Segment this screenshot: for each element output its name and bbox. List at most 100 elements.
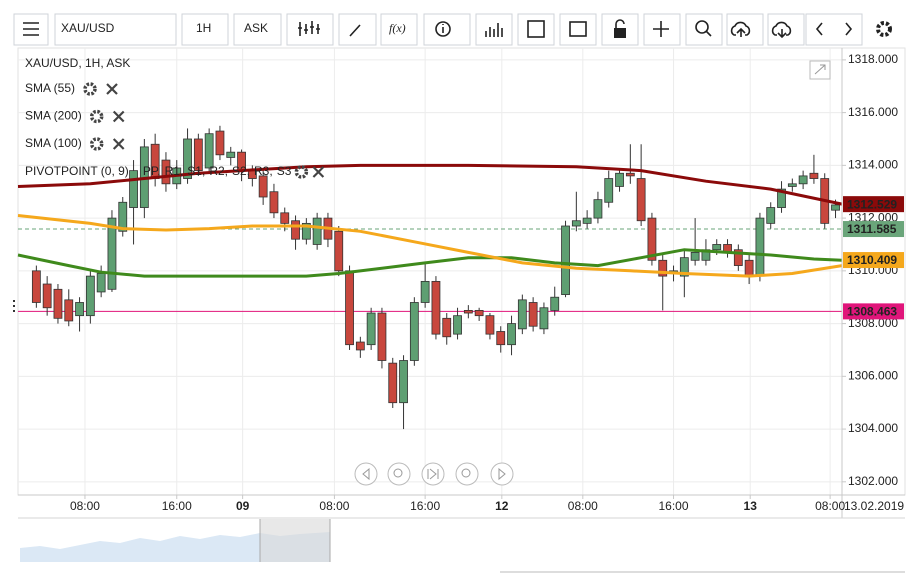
candle-body: [755, 217, 765, 277]
candle-body: [96, 273, 106, 293]
symbol-input[interactable]: [54, 13, 177, 46]
price-tag-label: 1312.529: [847, 197, 897, 211]
navigator-window[interactable]: [260, 519, 330, 562]
navigation-buttons: [354, 462, 514, 486]
settings-icon[interactable]: [89, 137, 104, 151]
candle-body: [528, 302, 538, 327]
timeframe: 1H: [196, 21, 211, 35]
candle-body: [107, 217, 117, 290]
expand-icon: [814, 64, 826, 75]
download-button[interactable]: [767, 13, 805, 46]
chart-type-button[interactable]: [286, 13, 334, 46]
candle-body: [647, 217, 657, 261]
price-tag: [843, 196, 904, 213]
info-button[interactable]: [423, 13, 471, 46]
candle-body: [409, 302, 419, 361]
candle-body: [366, 312, 376, 346]
nav-forward[interactable]: [490, 462, 514, 486]
indicator-button[interactable]: [380, 13, 418, 46]
candle-body: [420, 280, 430, 303]
calendar-button[interactable]: [517, 13, 555, 46]
price-tag: [843, 221, 904, 238]
remove-icon[interactable]: [106, 83, 118, 95]
candle-body: [345, 270, 354, 346]
legend: XAU/USD, 1H, ASK SMA (55) SMA (200) SMA (1…: [25, 56, 325, 179]
pen-icon: [349, 24, 361, 37]
nav-forward-icon: [498, 467, 506, 481]
candle-body: [777, 188, 786, 208]
nav-zoom-out-icon: [393, 468, 403, 478]
candle-body: [215, 130, 225, 156]
scroll-arrows: [815, 22, 853, 36]
nav-zoom-out[interactable]: [387, 462, 411, 486]
candle-body: [474, 309, 484, 317]
nav-back[interactable]: [354, 462, 378, 486]
nav-reset-icon: [427, 468, 439, 480]
price-tag-label: 1308.463: [847, 305, 897, 319]
remove-icon[interactable]: [312, 166, 325, 178]
legend-entry: PIVOTPOINT (0, 9): [25, 164, 129, 178]
calendar-icon: [527, 20, 545, 38]
timeframe-button[interactable]: [181, 13, 229, 46]
candle-body: [571, 220, 581, 227]
candle-body: [399, 360, 408, 404]
candle-body: [539, 307, 549, 330]
candle-body: [636, 178, 646, 222]
candle-body: [442, 317, 452, 338]
plot-area: [17, 48, 843, 495]
nav-zoom-in[interactable]: [455, 462, 479, 486]
side-button[interactable]: [233, 13, 282, 46]
legend-entry: SMA (200): [25, 109, 82, 123]
x-tick-label: 08:00: [319, 499, 349, 513]
news-button[interactable]: [559, 13, 597, 46]
legend-entry: SMA (100): [25, 136, 82, 150]
lock-shackle: [615, 19, 625, 28]
x-tick-label: 12: [495, 499, 509, 513]
x-tick-label: 16:00: [162, 499, 192, 513]
news-icon: [569, 21, 587, 37]
candle-body: [561, 225, 570, 295]
candle-body: [787, 183, 797, 187]
navigator-area: [20, 532, 330, 562]
x-tick-label: 16:00: [410, 499, 440, 513]
x-tick-label: 08:00: [70, 499, 100, 513]
candle-body: [463, 309, 473, 314]
zoom-button[interactable]: [685, 13, 723, 46]
x-tick-label: 08:00: [815, 499, 845, 513]
candle-body: [809, 172, 819, 179]
settings-icon[interactable]: [89, 109, 104, 124]
settings-icon[interactable]: [294, 165, 309, 179]
candle-body: [658, 259, 668, 277]
scroll-buttons[interactable]: [805, 13, 863, 46]
candle-body: [453, 315, 462, 335]
candle-body: [75, 302, 84, 317]
legend-entry: SMA (55): [25, 81, 75, 95]
candle-body: [258, 175, 268, 198]
pivot-level: S1,: [187, 164, 205, 178]
candle-body: [712, 244, 722, 251]
remove-icon[interactable]: [112, 138, 125, 150]
x-tick-label: 16:00: [659, 499, 689, 513]
sma-line: [17, 163, 843, 206]
candle-body: [733, 249, 743, 266]
crosshair-icon: [653, 21, 669, 37]
nav-reset[interactable]: [421, 462, 445, 486]
x-tick-label: 08:00: [568, 499, 598, 513]
candle-body: [85, 275, 95, 317]
candle-body: [766, 207, 776, 224]
remove-icon[interactable]: [112, 110, 125, 123]
pivot-level: S3: [277, 164, 292, 178]
pivot-level: R2,: [209, 164, 228, 178]
settings-icon[interactable]: [876, 21, 892, 37]
draw-button[interactable]: [338, 13, 377, 46]
candle-body: [593, 199, 603, 219]
candle-body: [615, 172, 624, 187]
price-tag: [843, 303, 904, 320]
upload-button[interactable]: [726, 13, 764, 46]
upload-icon: [730, 21, 751, 37]
candle-body: [64, 299, 74, 322]
settings-icon[interactable]: [83, 82, 97, 96]
candle-body: [193, 138, 203, 172]
